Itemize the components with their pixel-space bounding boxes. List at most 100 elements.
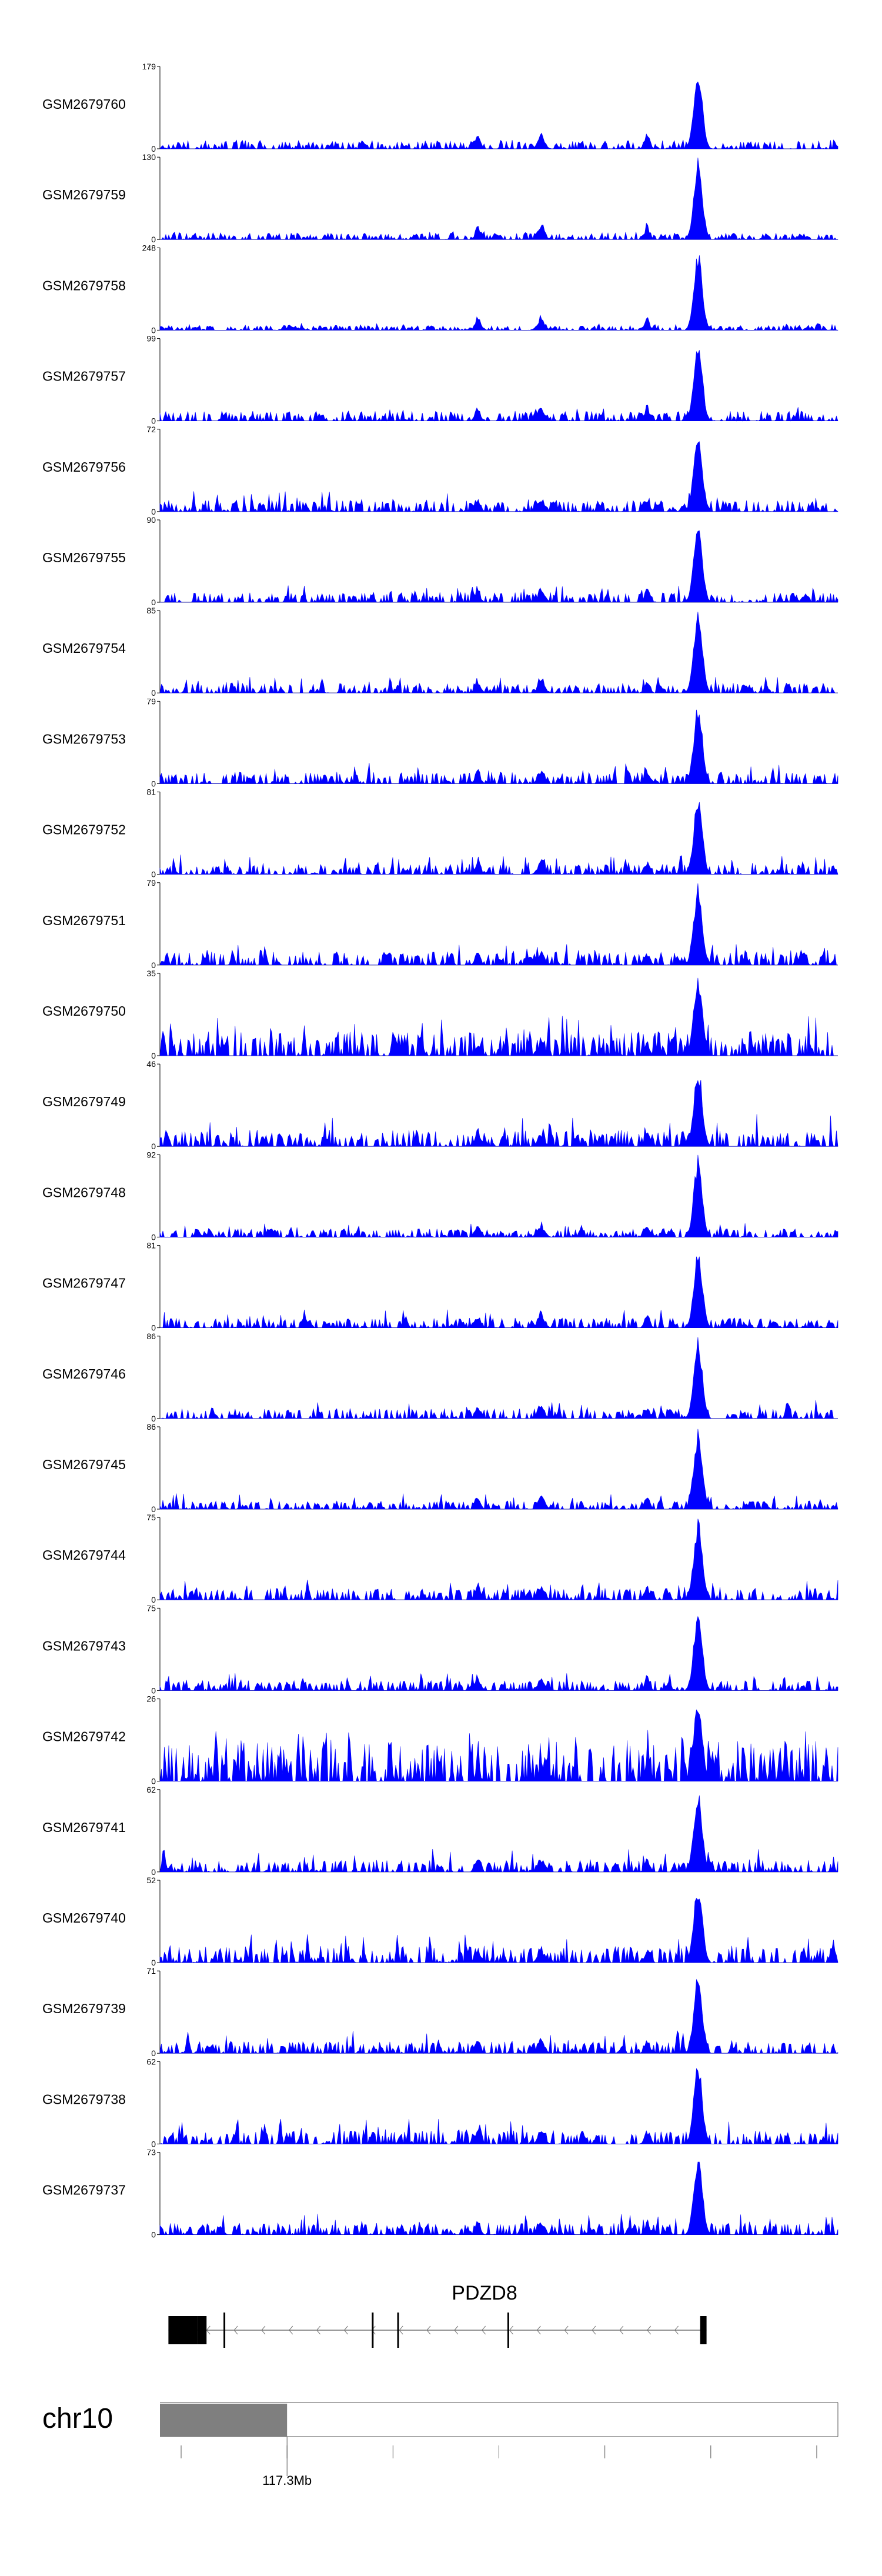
- coverage-track: GSM2679754 85 0: [42, 606, 838, 698]
- ideogram-track: chr10 117.3Mb: [42, 2402, 838, 2488]
- coverage-area: [159, 1429, 838, 1510]
- y-max-label: 90: [146, 515, 156, 525]
- y-min-label: 0: [151, 1504, 156, 1514]
- track-label: GSM2679757: [42, 369, 126, 384]
- track-label: GSM2679737: [42, 2183, 126, 2198]
- y-max-label: 248: [142, 243, 156, 252]
- strand-arrow: [674, 2325, 679, 2335]
- gene-exon: [507, 2313, 509, 2348]
- gene-exon: [372, 2313, 374, 2348]
- y-max-label: 71: [146, 1966, 156, 1976]
- coverage-track: GSM2679753 79 0: [42, 696, 838, 788]
- y-max-label: 86: [146, 1332, 156, 1341]
- y-min-label: 0: [151, 1414, 156, 1423]
- track-label: GSM2679744: [42, 1547, 126, 1563]
- coverage-track: GSM2679743 75 0: [42, 1603, 838, 1695]
- strand-arrow: [399, 2325, 403, 2335]
- coverage-area: [159, 1519, 838, 1601]
- coverage-area: [160, 1337, 838, 1419]
- coverage-area: [160, 1256, 838, 1329]
- coverage-track: GSM2679738 62 0: [42, 2057, 838, 2148]
- y-max-label: 79: [146, 878, 156, 887]
- coverage-area: [159, 441, 838, 512]
- strand-arrow: [454, 2325, 459, 2335]
- coverage-track: GSM2679752 81 0: [42, 788, 838, 879]
- y-max-label: 75: [146, 1513, 156, 1522]
- gene-exon: [168, 2316, 198, 2344]
- y-max-label: 81: [146, 788, 156, 797]
- track-label: GSM2679756: [42, 459, 126, 475]
- track-label: GSM2679759: [42, 187, 126, 202]
- gene-label: PDZD8: [452, 2282, 517, 2304]
- strand-arrow: [482, 2325, 486, 2335]
- coverage-track: GSM2679755 90 0: [42, 515, 838, 607]
- y-max-label: 62: [146, 2057, 156, 2066]
- strand-arrow: [261, 2325, 266, 2335]
- strand-arrow: [619, 2325, 624, 2335]
- strand-arrow: [289, 2325, 293, 2335]
- ideogram-highlight: [160, 2404, 288, 2437]
- track-label: GSM2679738: [42, 2091, 126, 2107]
- coverage-area: [159, 1898, 838, 1964]
- strand-arrow: [343, 2325, 348, 2335]
- y-min-label: 0: [151, 1686, 156, 1695]
- coverage-track: GSM2679744 75 0: [42, 1513, 838, 1604]
- coverage-area: [159, 350, 838, 422]
- coverage-area: [159, 1080, 838, 1147]
- coverage-track: GSM2679742 26 0: [42, 1694, 838, 1786]
- track-label: GSM2679740: [42, 1910, 126, 1926]
- strand-arrow: [647, 2325, 652, 2335]
- track-label: GSM2679747: [42, 1276, 126, 1291]
- y-min-label: 0: [151, 1867, 156, 1877]
- gene-track: PDZD8: [168, 2282, 707, 2348]
- coverage-track: GSM2679759 130 0: [42, 152, 838, 244]
- y-min-label: 0: [151, 870, 156, 879]
- strand-arrow: [564, 2325, 569, 2335]
- track-label: GSM2679755: [42, 550, 126, 565]
- coverage-area: [159, 2161, 838, 2235]
- y-max-label: 86: [146, 1422, 156, 1432]
- y-min-label: 0: [151, 960, 156, 970]
- coverage-track: GSM2679747 81 0: [42, 1241, 838, 1333]
- coverage-area: [159, 977, 838, 1057]
- coverage-area: [160, 157, 838, 241]
- y-max-label: 75: [146, 1603, 156, 1613]
- y-max-label: 85: [146, 606, 156, 615]
- y-min-label: 0: [151, 144, 156, 154]
- y-min-label: 0: [151, 1958, 156, 1967]
- coverage-track: GSM2679756 72 0: [42, 425, 838, 516]
- y-max-label: 72: [146, 425, 156, 434]
- coverage-area: [160, 530, 838, 603]
- coverage-area: [159, 255, 838, 331]
- track-label: GSM2679754: [42, 640, 126, 656]
- coverage-track: GSM2679748 92 0: [42, 1150, 838, 1242]
- strand-arrow: [509, 2325, 513, 2335]
- y-min-label: 0: [151, 235, 156, 244]
- coverage-track: GSM2679758 248 0: [42, 243, 838, 335]
- y-min-label: 0: [151, 1051, 156, 1060]
- y-max-label: 79: [146, 696, 156, 706]
- y-min-label: 0: [151, 2139, 156, 2148]
- coverage-area: [159, 1978, 838, 2054]
- gene-exon: [397, 2313, 399, 2348]
- coverage-track: GSM2679745 86 0: [42, 1422, 838, 1514]
- coverage-area: [159, 1709, 838, 1782]
- position-label: 117.3Mb: [262, 2473, 312, 2488]
- y-min-label: 0: [151, 779, 156, 788]
- track-label: GSM2679749: [42, 1094, 126, 1109]
- coverage-area: [159, 1616, 838, 1691]
- y-max-label: 26: [146, 1694, 156, 1704]
- y-min-label: 0: [151, 1777, 156, 1786]
- coverage-track: GSM2679741 62 0: [42, 1785, 838, 1877]
- coverage-area: [159, 1795, 838, 1873]
- y-max-label: 130: [142, 152, 156, 162]
- y-min-label: 0: [151, 1232, 156, 1242]
- gene-exon: [700, 2316, 707, 2344]
- track-label: GSM2679743: [42, 1638, 126, 1653]
- track-label: GSM2679739: [42, 2001, 126, 2016]
- y-max-label: 99: [146, 334, 156, 343]
- coverage-track: GSM2679757 99 0: [42, 334, 838, 426]
- strand-arrow: [206, 2325, 211, 2335]
- coverage-track: GSM2679746 86 0: [42, 1332, 838, 1423]
